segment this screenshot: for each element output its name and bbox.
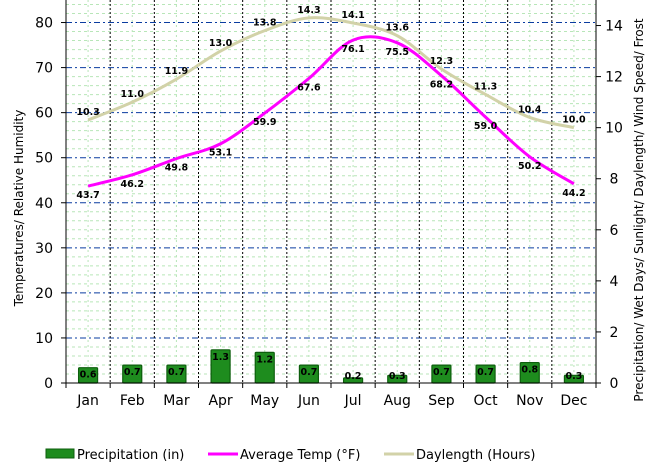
- precipitation-label: 0.3: [565, 371, 582, 382]
- left-tick-label: 40: [35, 196, 53, 212]
- avg-temp-label: 75.5: [386, 47, 409, 58]
- daylength-label: 12.3: [430, 56, 453, 67]
- avg-temp-label: 50.2: [518, 161, 541, 172]
- right-tick-label: 14: [605, 19, 623, 35]
- right-tick-label: 8: [610, 172, 619, 188]
- precipitation-label: 0.6: [80, 370, 97, 381]
- precipitation-label: 0.7: [168, 367, 185, 378]
- daylength-label: 13.0: [209, 38, 233, 49]
- right-tick-label: 6: [610, 223, 619, 239]
- left-axis-label: Temperatures/ Relative Humidity: [12, 110, 26, 308]
- x-tick-label: Feb: [120, 393, 145, 409]
- right-tick-label: 0: [610, 376, 619, 392]
- daylength-label: 11.9: [165, 66, 188, 77]
- left-tick-label: 60: [35, 106, 53, 122]
- precipitation-label: 0.7: [477, 367, 494, 378]
- x-tick-label: Mar: [163, 393, 190, 409]
- daylength-label: 10.4: [518, 104, 542, 115]
- precipitation-label: 1.2: [256, 354, 273, 365]
- x-tick-label: Oct: [473, 393, 498, 409]
- daylength-line: [87, 16, 575, 130]
- left-tick-label: 10: [35, 331, 53, 347]
- x-tick-label: Sep: [428, 393, 455, 409]
- legend: Precipitation (in) Average Temp (°F) Dayle…: [45, 448, 535, 462]
- precipitation-label: 0.7: [124, 367, 141, 378]
- daylength-label: 11.0: [121, 89, 145, 100]
- legend-swatch-precipitation: [45, 448, 75, 459]
- x-tick-label: May: [250, 393, 279, 409]
- x-tick-label: Jul: [344, 393, 362, 409]
- avg-temp-line: [87, 35, 575, 188]
- daylength-label: 10.3: [76, 107, 99, 118]
- right-tick-label: 12: [605, 70, 623, 86]
- x-tick-label: Jun: [297, 393, 320, 409]
- precipitation-label: 0.2: [345, 371, 362, 382]
- daylength-label: 10.0: [562, 115, 586, 126]
- avg-temp-label: 59.0: [474, 121, 498, 132]
- precipitation-label: 0.3: [389, 371, 406, 382]
- left-tick-label: 0: [44, 376, 53, 392]
- avg-temp-label: 76.1: [341, 44, 364, 55]
- daylength-label: 14.1: [341, 10, 364, 21]
- left-tick-label: 50: [35, 151, 53, 167]
- avg-temp-label: 44.2: [562, 188, 585, 199]
- daylength-label: 11.3: [474, 81, 497, 92]
- left-tick-label: 80: [35, 16, 53, 32]
- plot-area: [66, 0, 596, 383]
- x-tick-label: Nov: [516, 393, 543, 409]
- right-tick-label: 2: [610, 325, 619, 341]
- right-tick-label: 10: [605, 121, 623, 137]
- precipitation-label: 0.8: [521, 365, 538, 376]
- series-lines: [87, 16, 575, 188]
- avg-temp-label: 43.7: [76, 190, 99, 201]
- x-tick-label: Aug: [384, 393, 411, 409]
- legend-label: Daylength (Hours): [416, 448, 535, 462]
- left-tick-label: 30: [35, 241, 53, 257]
- legend-label: Average Temp (°F): [240, 448, 360, 462]
- avg-temp-label: 68.2: [430, 80, 453, 91]
- data-labels: 0.6 0.7 0.7 1.3 1.2 0.7 0.2 0.3 0.7 0.7 0.8 0.3 43.7…: [76, 5, 586, 382]
- x-tick-label: Dec: [560, 393, 587, 409]
- axes: 0 10 20 30 40 50 60 70 80 0 2 4 6 8 10 12 14 Jan Feb Mar Apr…: [35, 0, 623, 409]
- daylength-label: 13.8: [253, 18, 277, 29]
- avg-temp-label: 67.6: [297, 82, 321, 93]
- left-tick-label: 70: [35, 61, 53, 77]
- avg-temp-label: 59.9: [253, 117, 276, 128]
- precipitation-label: 1.3: [212, 352, 229, 363]
- precipitation-label: 0.7: [300, 367, 317, 378]
- daylength-label: 14.3: [297, 5, 320, 16]
- right-axis-label: Precipitation/ Wet Days/ Sunlight/ Dayle…: [632, 18, 646, 402]
- avg-temp-label: 53.1: [209, 148, 232, 159]
- precipitation-label: 0.7: [433, 367, 450, 378]
- x-tick-label: Apr: [208, 393, 232, 409]
- avg-temp-label: 49.8: [165, 163, 189, 174]
- right-tick-label: 4: [610, 274, 619, 290]
- x-tick-label: Jan: [76, 393, 99, 409]
- daylength-label: 13.6: [386, 23, 410, 34]
- avg-temp-label: 46.2: [121, 179, 144, 190]
- left-tick-label: 20: [35, 286, 53, 302]
- legend-label: Precipitation (in): [77, 448, 184, 462]
